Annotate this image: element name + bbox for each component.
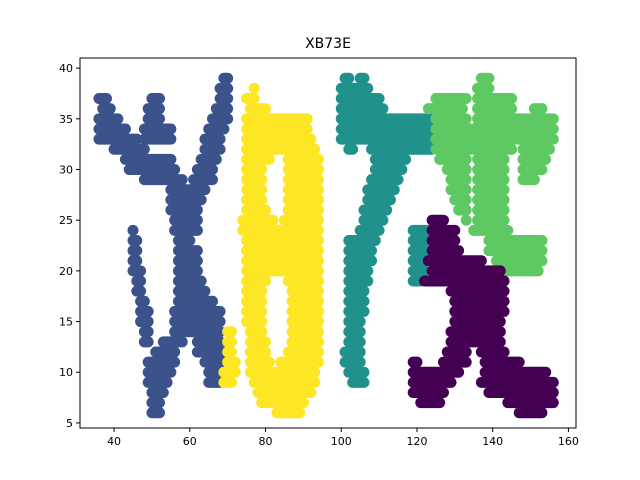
plot-frame [79,57,577,429]
x-tick-label-0: 40 [107,435,121,448]
y-tick-label-4: 25 [59,214,73,227]
y-tick-label-3: 20 [59,265,73,278]
plot-marks [93,72,559,419]
x-tick-label-5: 140 [482,435,503,448]
x-tick-label-2: 80 [259,435,273,448]
y-tick-label-7: 40 [59,62,73,75]
y-tick-label-1: 10 [59,366,73,379]
y-tick-label-5: 30 [59,164,73,177]
y-tick-label-2: 15 [59,316,73,329]
x-tick-label-4: 120 [406,435,427,448]
y-axis: 5 10 15 20 25 30 35 40 [59,62,80,430]
y-tick-label-0: 5 [66,417,73,430]
chart-title: XB73E [305,36,351,52]
x-tick-label-6: 160 [558,435,579,448]
y-tick-label-6: 35 [59,113,73,126]
x-tick-label-1: 60 [183,435,197,448]
x-axis: 40 60 80 100 120 140 160 [107,428,579,448]
x-tick-label-3: 100 [331,435,352,448]
